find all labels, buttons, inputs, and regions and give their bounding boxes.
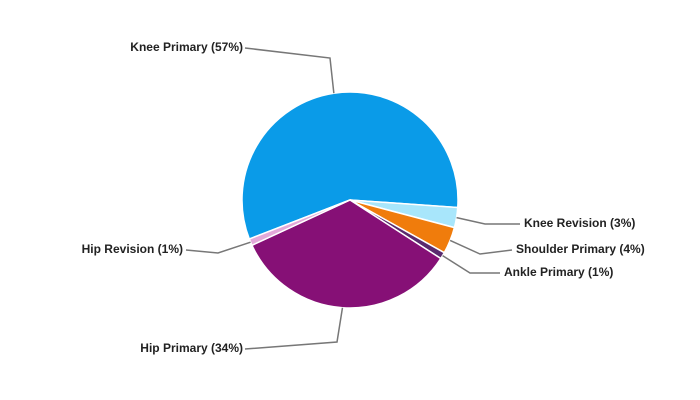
leader-line	[244, 307, 344, 350]
leader-line	[449, 239, 513, 255]
slice-label: Knee Revision (3%)	[524, 216, 635, 230]
slice-label: Ankle Primary (1%)	[504, 265, 613, 279]
slice-label: Hip Primary (34%)	[140, 341, 243, 355]
pie-slice	[250, 199, 442, 309]
leader-line	[185, 241, 251, 254]
slice-label: Knee Primary (57%)	[130, 40, 243, 54]
pie-slice	[241, 91, 459, 241]
slice-label: Shoulder Primary (4%)	[516, 242, 645, 256]
slice-label: Hip Revision (1%)	[82, 242, 183, 256]
leader-line	[456, 216, 520, 225]
leader-line	[244, 47, 335, 94]
leader-line	[442, 254, 500, 274]
